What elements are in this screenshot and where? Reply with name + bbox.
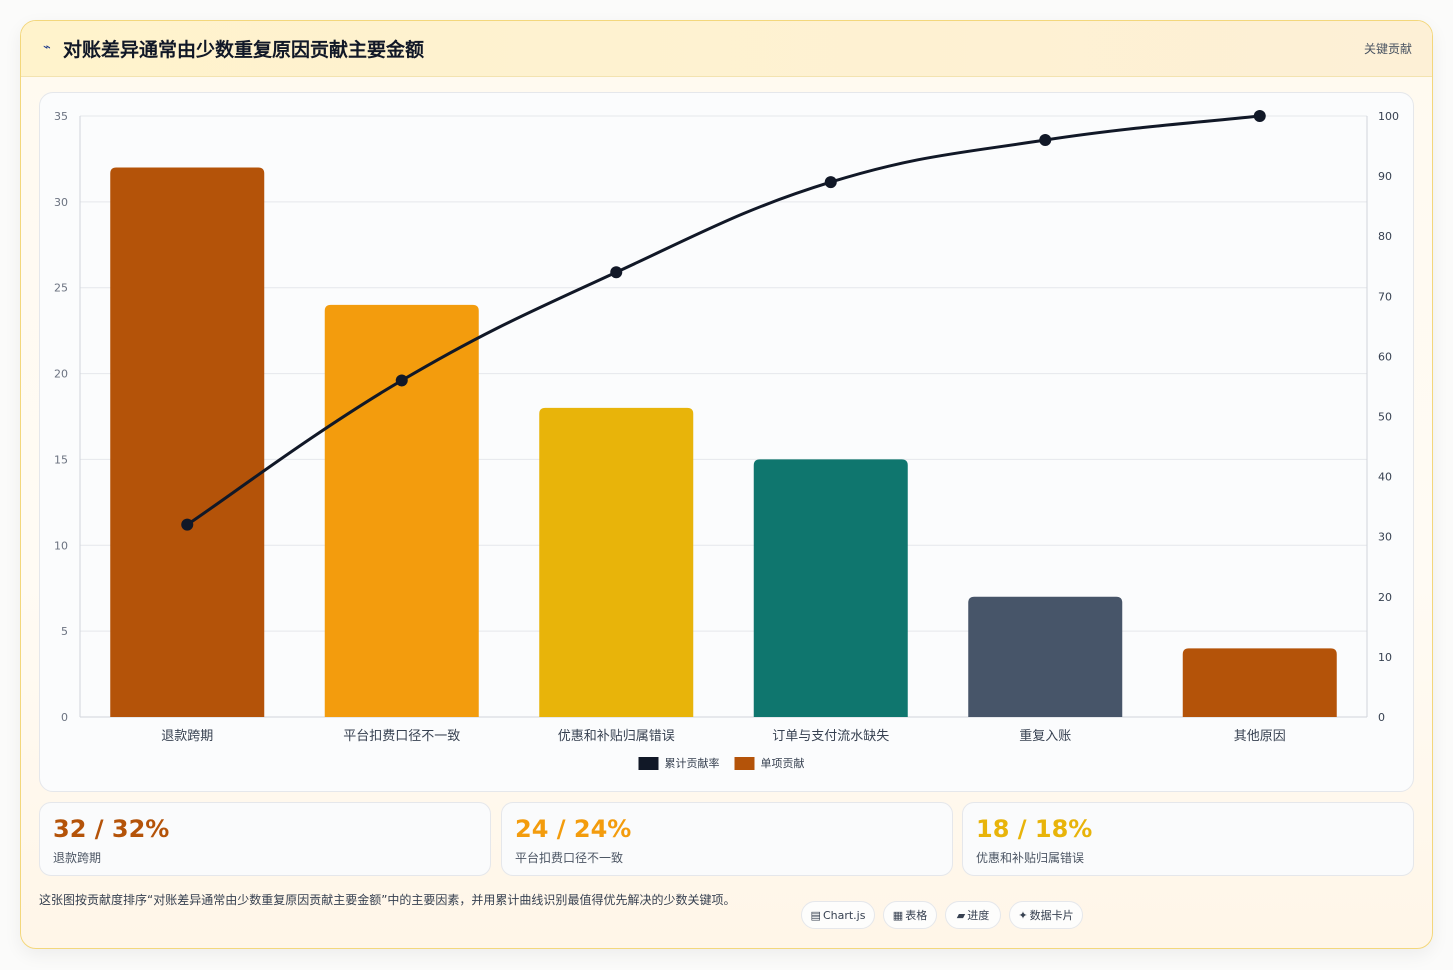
y-right-tick-label: 80 xyxy=(1378,230,1392,243)
y-left-tick-label: 5 xyxy=(61,625,68,638)
x-tick-label: 退款跨期 xyxy=(161,729,213,744)
stat-value: 32 / 32% xyxy=(53,815,170,843)
x-tick-label: 其他原因 xyxy=(1234,729,1286,744)
y-left-tick-label: 30 xyxy=(54,196,68,209)
y-left-tick-label: 0 xyxy=(61,711,68,724)
report-card: ⌁ 对账差异通常由少数重复原因贡献主要金额 关键贡献 0 5 10 15 20 25 30 3… xyxy=(20,20,1433,949)
stat-card-2: 24 / 24% 平台扣费口径不一致 xyxy=(501,802,953,876)
y-left-tick-label: 10 xyxy=(54,539,68,552)
y-right-tick-label: 90 xyxy=(1378,170,1392,183)
stat-label: 优惠和补贴归属错误 xyxy=(976,851,1085,865)
y-right-tick-label: 70 xyxy=(1378,290,1392,303)
stat-label: 平台扣费口径不一致 xyxy=(515,851,624,865)
y-right-tick-label: 30 xyxy=(1378,531,1392,544)
y-right-tick-label: 40 xyxy=(1378,471,1392,484)
cumulative-point xyxy=(395,374,408,387)
pulse-icon: ⌁ xyxy=(43,40,51,55)
stat-value: 24 / 24% xyxy=(515,815,632,843)
chip-label: Chart.js xyxy=(822,909,866,922)
cumulative-point xyxy=(181,518,194,531)
chip-label: 数据卡片 xyxy=(1029,909,1074,922)
stat-label: 退款跨期 xyxy=(53,851,102,865)
stat-value: 18 / 18% xyxy=(976,815,1093,843)
y-right-tick-label: 0 xyxy=(1378,711,1385,724)
cumulative-point xyxy=(1039,134,1052,147)
legend-swatch xyxy=(638,757,659,770)
y-right-tick-label: 100 xyxy=(1378,110,1399,123)
bar xyxy=(110,167,265,717)
y-left-tick-label: 25 xyxy=(54,282,68,295)
chip-label: 进度 xyxy=(967,909,990,922)
chart-icon: ▤ xyxy=(810,909,821,922)
chip-label: 表格 xyxy=(905,909,928,922)
cumulative-point xyxy=(1253,110,1266,122)
bar xyxy=(539,407,694,717)
chart-description: 这张图按贡献度排序“对账差异通常由少数重复原因贡献主要金额”中的主要因素，并用累… xyxy=(39,893,736,907)
legend-swatch xyxy=(734,757,755,770)
chip-progress[interactable]: ▰ 进度 xyxy=(945,901,1001,929)
stat-card-3: 18 / 18% 优惠和补贴归属错误 xyxy=(962,802,1414,876)
cumulative-line xyxy=(186,114,1260,526)
key-contribution-tag: 关键贡献 xyxy=(1363,42,1412,56)
chip-chartjs[interactable]: ▤ Chart.js xyxy=(801,901,875,929)
chip-data-cards[interactable]: ✦ 数据卡片 xyxy=(1009,901,1083,929)
y-left-tick-label: 15 xyxy=(54,453,68,466)
cumulative-point xyxy=(610,266,623,279)
x-tick-label: 平台扣费口径不一致 xyxy=(343,729,460,744)
x-tick-label: 重复入账 xyxy=(1019,728,1071,744)
progress-icon: ▰ xyxy=(956,909,966,922)
pareto-chart: 0 5 10 15 20 25 30 35 0 10 20 30 40 50 60 70 80 90 100 退款跨期… xyxy=(39,92,1414,792)
bar xyxy=(753,459,908,717)
y-right-tick-label: 50 xyxy=(1378,411,1392,424)
y-left-tick-label: 20 xyxy=(54,368,68,381)
bar xyxy=(968,596,1123,717)
x-tick-label: 订单与支付流水缺失 xyxy=(772,729,889,744)
page-title: 对账差异通常由少数重复原因贡献主要金额 xyxy=(63,39,425,61)
table-icon: ▦ xyxy=(892,909,904,922)
y-left-tick-label: 35 xyxy=(54,110,68,123)
x-tick-label: 优惠和补贴归属错误 xyxy=(558,729,675,744)
bar xyxy=(324,304,479,717)
chart-canvas: 0 5 10 15 20 25 30 35 0 10 20 30 40 50 60 70 80 90 100 退款跨期… xyxy=(54,110,1399,770)
legend-label: 累计贡献率 xyxy=(665,756,720,770)
y-right-tick-label: 60 xyxy=(1378,350,1392,363)
stat-card-1: 32 / 32% 退款跨期 xyxy=(39,802,491,876)
sparkle-icon: ✦ xyxy=(1018,909,1028,922)
y-right-tick-label: 10 xyxy=(1378,651,1392,664)
y-right-tick-label: 20 xyxy=(1378,591,1392,604)
card-header: ⌁ 对账差异通常由少数重复原因贡献主要金额 关键贡献 xyxy=(21,21,1432,77)
legend-label: 单项贡献 xyxy=(761,756,805,770)
cumulative-point xyxy=(824,176,837,189)
bar xyxy=(1182,648,1337,717)
chip-table[interactable]: ▦ 表格 xyxy=(883,901,937,929)
